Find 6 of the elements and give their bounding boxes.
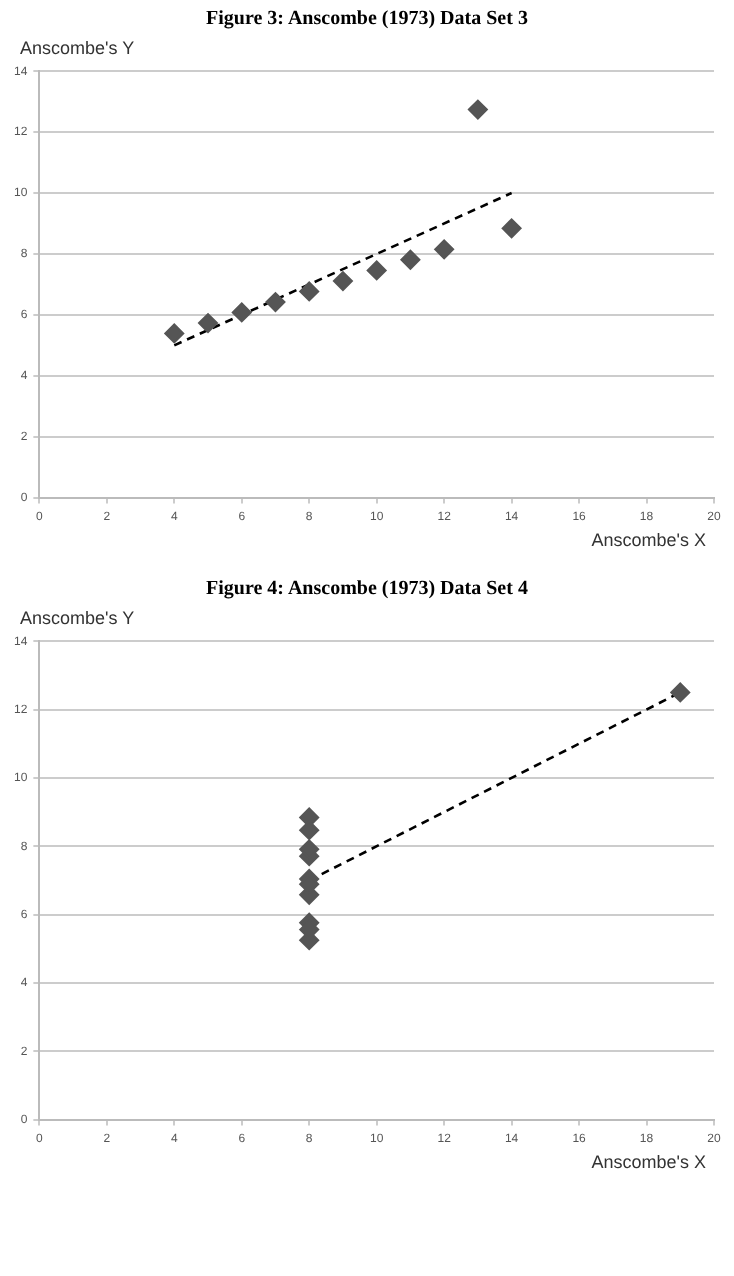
y-axis-title: Anscombe's Y xyxy=(18,38,137,58)
y-axis-title: Anscombe's Y xyxy=(18,608,137,628)
x-axis-title: Anscombe's X xyxy=(589,530,708,550)
x-axis-title: Anscombe's X xyxy=(589,1152,708,1172)
chart-title: Figure 4: Anscombe (1973) Data Set 4 xyxy=(204,576,530,600)
chart-title: Figure 3: Anscombe (1973) Data Set 3 xyxy=(204,6,530,30)
